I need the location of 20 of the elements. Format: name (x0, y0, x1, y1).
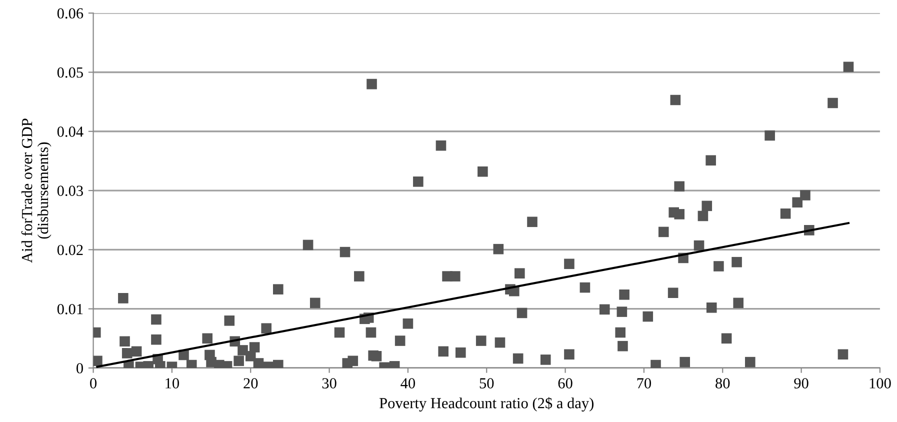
x-tick-label: 10 (166, 378, 180, 388)
x-tick-label: 40 (400, 378, 416, 388)
x-tick-label: 90 (794, 378, 808, 388)
x-tick-label: 0 (90, 378, 97, 388)
y-tick-label: 0.02 (57, 244, 83, 256)
y-tick-label: 0.06 (57, 8, 84, 19)
x-tick-label: 70 (637, 378, 652, 388)
y-tick-label: 0 (76, 363, 83, 374)
y-tick-label: 0.04 (57, 126, 84, 137)
y-tick-label: 0.03 (57, 186, 83, 196)
x-axis-title: Poverty Headcount ratio (2$ a day) (380, 397, 594, 412)
y-axis-title: Aid forTrade over GDP (disbursements) (21, 118, 52, 263)
x-tick-label: 80 (716, 378, 730, 388)
x-tick-label: 50 (480, 378, 494, 388)
x-tick-label: 30 (322, 378, 336, 388)
x-tick-label: 20 (244, 378, 258, 388)
y-tick-label: 0.05 (57, 67, 83, 78)
x-tick-label: 100 (870, 378, 891, 388)
y-tick-label: 0.01 (57, 304, 83, 314)
x-tick-label: 60 (558, 378, 572, 388)
